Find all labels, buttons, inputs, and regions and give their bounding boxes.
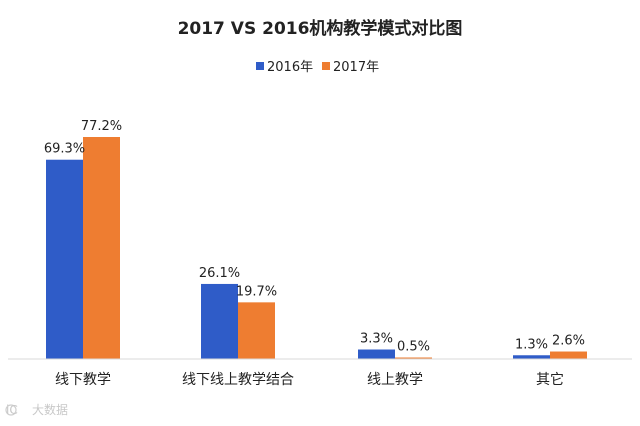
category-label-其它: 其它	[536, 371, 564, 388]
bar-2017年-线上教学	[395, 357, 432, 359]
watermark-logo-icon	[5, 404, 17, 416]
legend-swatch-2016	[256, 62, 264, 70]
value-label-2016年-线上教学: 3.3%	[360, 332, 393, 347]
bars-group	[46, 137, 587, 359]
category-label-线下教学: 线下教学	[55, 372, 111, 388]
bar-2016年-线下教学	[46, 159, 83, 359]
bar-2017年-其它	[550, 351, 587, 359]
bar-2016年-线下线上教学结合	[201, 283, 238, 359]
legend: 2016年 2017年	[256, 60, 379, 75]
category-label-线上教学: 线上教学	[367, 372, 423, 388]
bar-2017年-线下线上教学结合	[238, 302, 275, 359]
legend-label-2017: 2017年	[333, 60, 379, 75]
value-label-2017年-线下线上教学结合: 19.7%	[236, 284, 277, 299]
legend-swatch-2017	[322, 62, 330, 70]
category-label-线下线上教学结合: 线下线上教学结合	[182, 372, 294, 388]
value-label-2017年-其它: 2.6%	[552, 334, 585, 349]
watermark-text: 大数据	[32, 402, 68, 417]
category-labels-group: 线下教学 线下线上教学结合 线上教学 其它	[55, 371, 564, 388]
value-label-2016年-其它: 1.3%	[515, 337, 548, 352]
value-labels-group: 69.3% 77.2% 26.1% 19.7% 3.3% 0.5% 1.3% 2.6%	[44, 119, 585, 355]
legend-label-2016: 2016年	[267, 60, 313, 75]
watermark-logo-text: iC	[6, 403, 18, 417]
value-label-2017年-线下教学: 77.2%	[81, 119, 122, 134]
watermark: iC 大数据	[5, 402, 68, 417]
chart-title: 2017 VS 2016机构教学模式对比图	[178, 18, 463, 39]
bar-2016年-线上教学	[358, 349, 395, 359]
value-label-2016年-线下教学: 69.3%	[44, 142, 85, 157]
value-label-2017年-线上教学: 0.5%	[397, 340, 430, 355]
bar-2017年-线下教学	[83, 137, 120, 359]
bar-2016年-其它	[513, 355, 550, 359]
value-label-2016年-线下线上教学结合: 26.1%	[199, 266, 240, 281]
